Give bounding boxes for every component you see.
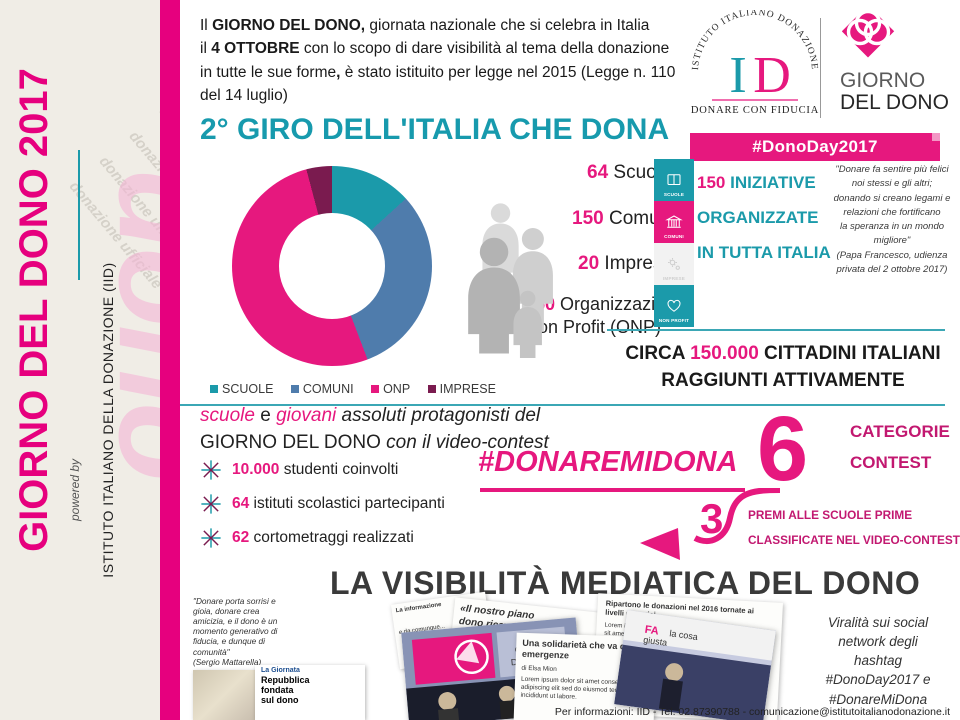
svg-text:I: I xyxy=(729,47,746,104)
svg-text:DONARE CON FIDUCIA: DONARE CON FIDUCIA xyxy=(691,105,819,116)
svg-text:D: D xyxy=(753,47,791,104)
